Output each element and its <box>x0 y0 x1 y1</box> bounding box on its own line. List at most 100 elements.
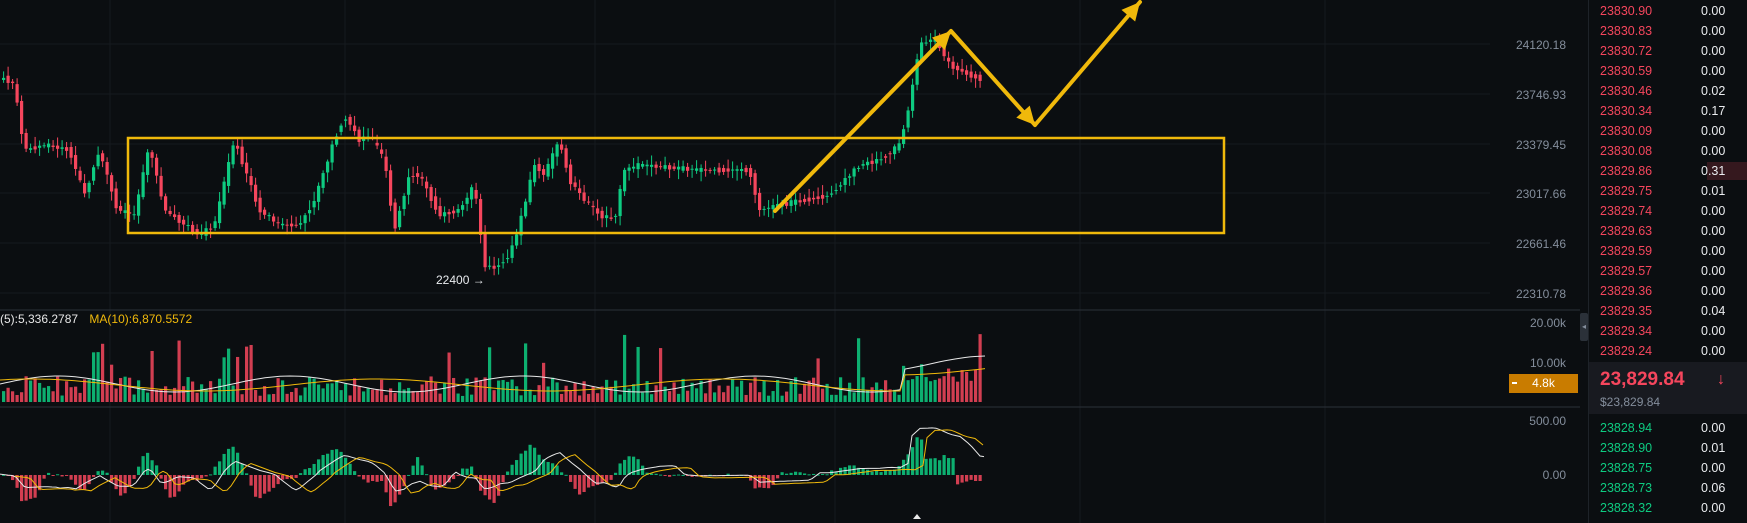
candle <box>74 155 78 169</box>
candle <box>110 175 114 192</box>
ask-row[interactable]: 23830.59 0.00 <box>1589 61 1747 81</box>
candle <box>159 175 163 197</box>
candle <box>812 197 816 200</box>
ask-row[interactable]: 23829.34 0.00 <box>1589 321 1747 341</box>
candle <box>483 232 487 268</box>
candle <box>60 147 64 149</box>
candle <box>807 197 811 202</box>
volume-bar <box>200 384 204 402</box>
macd-bar <box>884 470 888 475</box>
volume-bar <box>173 387 177 402</box>
volume-bar <box>816 358 820 402</box>
bid-row[interactable]: 23828.90 0.01 <box>1589 438 1747 458</box>
volume-bar <box>650 394 654 402</box>
candle <box>713 169 717 171</box>
volume-bar <box>137 380 141 402</box>
bid-row[interactable]: 23828.73 0.06 <box>1589 478 1747 498</box>
ask-row[interactable]: 23830.08 0.00 <box>1589 141 1747 161</box>
volume-bar <box>168 394 172 402</box>
candle <box>119 205 123 211</box>
candle <box>222 181 226 205</box>
volume-bar <box>96 352 100 402</box>
candle <box>591 205 595 208</box>
candle <box>299 223 303 225</box>
candle <box>78 170 82 181</box>
volume-bar <box>191 381 195 402</box>
candle <box>249 176 253 186</box>
candle <box>902 129 906 144</box>
volume-bar <box>74 386 78 402</box>
candlestick-chart-canvas[interactable] <box>0 0 1580 523</box>
volume-bar <box>195 392 199 402</box>
macd-bar <box>272 475 276 488</box>
candle <box>29 148 33 150</box>
bid-row[interactable]: 23828.94 0.00 <box>1589 418 1747 438</box>
ask-row[interactable]: 23830.09 0.00 <box>1589 121 1747 141</box>
trading-chart[interactable]: 24120.18 23746.93 23379.45 23017.66 2266… <box>0 0 1580 523</box>
bid-amount: 0.00 <box>1701 501 1726 515</box>
macd-bar <box>33 475 37 498</box>
ask-price: 23830.90 <box>1600 4 1653 18</box>
volume-bar <box>600 386 604 402</box>
candle <box>974 74 978 79</box>
panel-collapse-handle[interactable]: ◂ <box>1580 313 1588 341</box>
ask-amount: 0.00 <box>1701 324 1726 338</box>
bid-price: 23828.32 <box>1600 501 1653 515</box>
volume-bar <box>83 379 87 402</box>
candle <box>771 205 775 210</box>
ask-row[interactable]: 23829.63 0.00 <box>1589 221 1747 241</box>
candle <box>636 163 640 170</box>
macd-bar <box>195 475 199 481</box>
ask-row[interactable]: 23830.34 0.17 <box>1589 101 1747 121</box>
macd-bar <box>677 474 681 476</box>
ask-amount: 0.01 <box>1701 184 1726 198</box>
ask-row[interactable]: 23829.75 0.01 <box>1589 181 1747 201</box>
ask-row[interactable]: 23829.36 0.00 <box>1589 281 1747 301</box>
ask-amount: 0.00 <box>1701 144 1726 158</box>
candle <box>834 189 838 192</box>
candle <box>335 136 339 145</box>
ask-row[interactable]: 23829.74 0.00 <box>1589 201 1747 221</box>
ask-row[interactable]: 23830.83 0.00 <box>1589 21 1747 41</box>
ask-row[interactable]: 23829.86 0.31 <box>1589 161 1747 181</box>
ask-row[interactable]: 23829.57 0.00 <box>1589 261 1747 281</box>
volume-bar <box>668 391 672 402</box>
macd-bar <box>209 474 213 476</box>
ask-row[interactable]: 23829.35 0.04 <box>1589 301 1747 321</box>
volume-bar <box>65 381 69 402</box>
bid-row[interactable]: 23828.32 0.00 <box>1589 498 1747 518</box>
volume-bar <box>695 388 699 402</box>
candle <box>474 189 478 199</box>
volume-bar <box>672 382 676 402</box>
volume-bar <box>609 386 613 402</box>
macd-bar <box>803 473 807 475</box>
ask-row[interactable]: 23830.46 0.02 <box>1589 81 1747 101</box>
candle <box>650 164 654 167</box>
ask-row[interactable]: 23830.72 0.00 <box>1589 41 1747 61</box>
candle <box>114 188 118 209</box>
macd-bar <box>150 460 154 475</box>
ask-row[interactable]: 23829.24 0.00 <box>1589 341 1747 361</box>
price-down-arrow-icon: ↓ <box>1717 371 1725 388</box>
candle <box>411 175 415 177</box>
macd-bar <box>668 475 672 477</box>
candle <box>803 198 807 202</box>
candle <box>830 193 834 195</box>
volume-bar <box>29 380 33 402</box>
bid-row[interactable]: 23828.75 0.00 <box>1589 458 1747 478</box>
volume-bar <box>182 386 186 402</box>
volume-bar <box>276 378 280 402</box>
ask-row[interactable]: 23830.90 0.00 <box>1589 1 1747 21</box>
ask-price: 23830.83 <box>1600 24 1653 38</box>
macd-bar <box>186 475 190 482</box>
candle <box>24 132 28 149</box>
macd-bar <box>263 475 267 494</box>
volume-bar <box>749 382 753 402</box>
bid-price: 23828.90 <box>1600 441 1653 455</box>
candle <box>708 169 712 171</box>
price-axis-label: 22310.78 <box>1515 287 1566 301</box>
macd-bar <box>20 475 24 502</box>
volume-bar <box>366 388 370 402</box>
volume-bar <box>146 392 150 402</box>
ask-row[interactable]: 23829.59 0.00 <box>1589 241 1747 261</box>
